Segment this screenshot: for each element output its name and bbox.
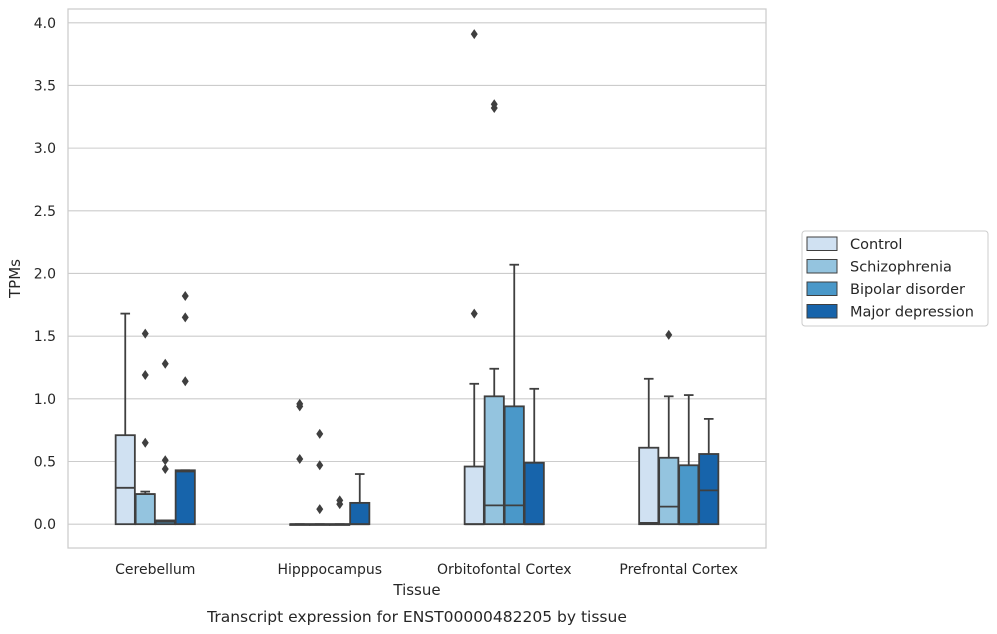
box-rect [523, 461, 545, 526]
y-tick-label: 1.5 [34, 329, 56, 345]
box-group [309, 428, 331, 526]
x-tick-label: Cerebellum [115, 562, 195, 578]
box-rect [658, 456, 680, 526]
legend-label: Major depression [850, 305, 974, 321]
outlier-point [181, 312, 189, 323]
outlier-point [470, 308, 478, 319]
box-rect [698, 453, 720, 526]
y-tick-label: 0.5 [34, 455, 56, 471]
box-group [134, 328, 156, 526]
box-rect [174, 469, 196, 526]
box-rect [463, 465, 485, 526]
legend-frame [801, 230, 989, 327]
x-axis-ticks: Cerebellum Hipppocampus Orbitofontal Corte… [115, 562, 738, 578]
box-rect [678, 464, 700, 526]
box-group [463, 29, 485, 526]
plot-area-frame [67, 8, 767, 549]
outlier-point [316, 504, 324, 515]
box-group [698, 417, 720, 526]
x-axis-label: Tissue [392, 581, 440, 599]
outlier-point [181, 291, 189, 302]
outlier-point [470, 29, 478, 40]
box-group [503, 263, 525, 526]
legend-swatch [806, 236, 838, 251]
outlier-point [181, 376, 189, 387]
box-group [349, 473, 371, 526]
y-tick-label: 0.0 [34, 517, 56, 533]
y-tick-label: 1.0 [34, 392, 56, 408]
box-group [174, 291, 196, 526]
outlier-point [161, 358, 169, 369]
legend-label: Control [850, 237, 902, 253]
outlier-point [141, 370, 149, 381]
y-tick-label: 3.5 [34, 78, 56, 94]
legend-swatch [806, 304, 838, 319]
box-group [658, 329, 680, 526]
outlier-point [296, 398, 304, 409]
y-tick-label: 2.5 [34, 204, 56, 220]
y-tick-label: 3.0 [34, 141, 56, 157]
y-tick-label: 4.0 [34, 16, 56, 32]
box-group [329, 495, 351, 526]
outlier-point [141, 437, 149, 448]
outlier-point [316, 428, 324, 439]
box-group [678, 394, 700, 526]
box-rect [349, 501, 371, 526]
outlier-point [490, 103, 498, 114]
figure-caption: Transcript expression for ENST0000048220… [206, 608, 627, 626]
legend: Control Schizophrenia Bipolar disorder Majo… [801, 230, 989, 327]
outlier-point [161, 455, 169, 466]
outlier-point [316, 460, 324, 471]
x-tick-label: Orbitofontal Cortex [437, 562, 572, 578]
x-tick-label: Prefrontal Cortex [619, 562, 738, 578]
outlier-point [665, 329, 673, 340]
box-rect [134, 493, 156, 526]
box-group [523, 387, 545, 526]
y-axis-ticks: 0.0 0.5 1.0 1.5 2.0 2.5 3.0 3.5 4.0 [34, 16, 56, 533]
outlier-point [336, 499, 344, 510]
box-group [154, 358, 176, 526]
gridlines [68, 22, 766, 525]
box-group [483, 99, 505, 526]
box-group [289, 398, 311, 526]
legend-swatch [806, 259, 838, 274]
legend-swatch [806, 281, 838, 296]
box-group [114, 312, 136, 526]
legend-label: Bipolar disorder [850, 282, 965, 298]
outlier-point [161, 464, 169, 475]
y-tick-label: 2.0 [34, 266, 56, 282]
x-tick-label: Hipppocampus [277, 562, 382, 578]
outlier-point [141, 328, 149, 339]
box-group [638, 377, 660, 526]
box-rect [503, 405, 525, 526]
box-rect [638, 446, 660, 526]
box-rect [114, 434, 136, 526]
y-axis-label: TPMs [6, 259, 24, 299]
boxes [114, 29, 720, 526]
legend-label: Schizophrenia [850, 260, 952, 276]
outlier-point [296, 454, 304, 465]
